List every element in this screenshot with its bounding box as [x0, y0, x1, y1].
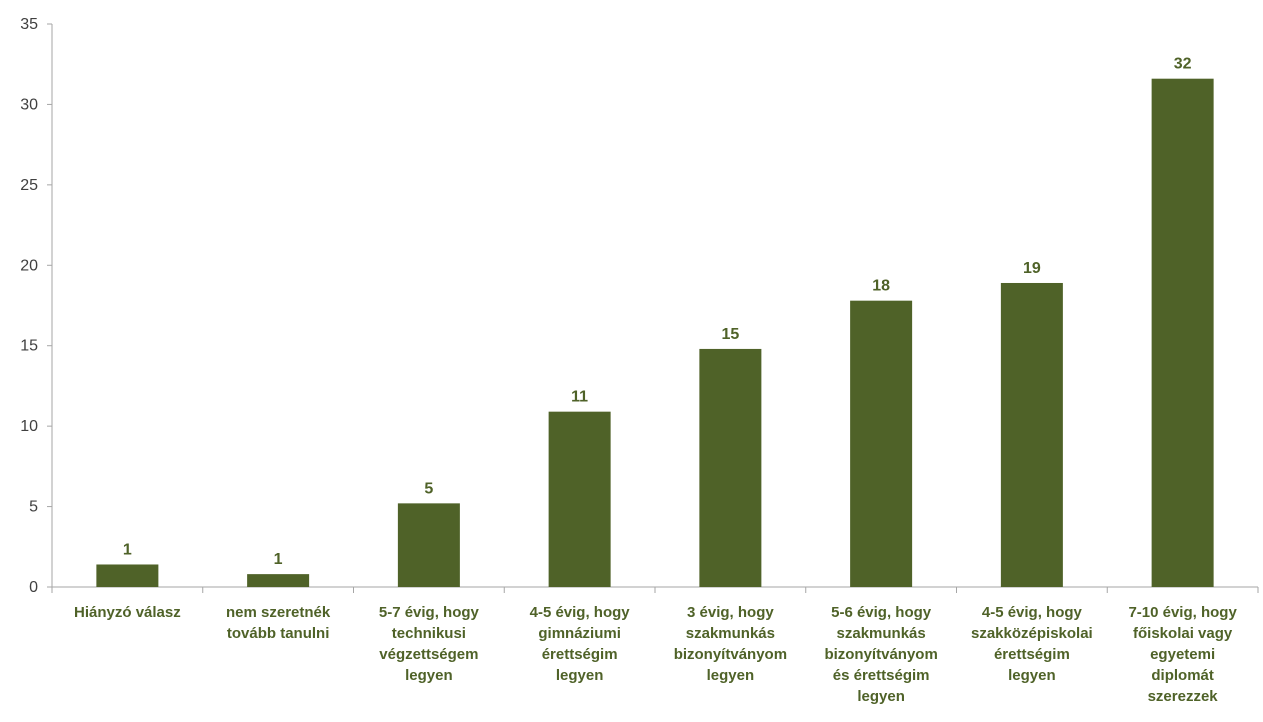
y-tick-label: 20: [20, 257, 38, 274]
category-label: 5-7 évig, hogy technikusi végzettségem legy…: [379, 604, 480, 684]
category-label-line: szakmunkás: [686, 625, 775, 642]
category-label: nem szeretnék tovább tanulni: [226, 604, 331, 642]
category-label: 4-5 évig, hogy gimnáziumi érettségim legyen: [530, 604, 631, 684]
y-tick-label: 35: [20, 16, 38, 33]
bar: [1151, 78, 1214, 587]
category-label-line: szakközépiskolai: [971, 625, 1093, 642]
category-label-line: tovább tanulni: [227, 625, 330, 642]
data-label: 18: [872, 278, 890, 295]
category-label-line: szakmunkás: [837, 625, 926, 642]
category-label: 3 évig, hogy szakmunkás bizonyítványom legy…: [674, 604, 787, 684]
y-tick-label: 25: [20, 177, 38, 194]
data-label: 19: [1023, 260, 1041, 277]
category-label-line: szerezzek: [1148, 688, 1219, 705]
category-label-line: 3 évig, hogy: [687, 604, 774, 621]
bar: [247, 574, 310, 587]
data-label: 32: [1174, 56, 1192, 73]
category-label: 4-5 évig, hogy szakközépiskolai érettségim…: [971, 604, 1093, 684]
category-label-line: főiskolai vagy: [1133, 625, 1233, 642]
data-label: 15: [721, 326, 739, 343]
category-label: Hiányzó válasz: [74, 604, 181, 621]
category-label-line: technikusi: [392, 625, 466, 642]
category-label-line: 5-7 évig, hogy: [379, 604, 480, 621]
category-label-line: legyen: [405, 667, 453, 684]
category-label-line: legyen: [857, 688, 905, 705]
labels: 1 Hiányzó válasz 1 nem szeretnék tovább tanu…: [74, 56, 1237, 705]
category-label-line: gimnáziumi: [538, 625, 621, 642]
y-tick-label: 10: [20, 418, 38, 435]
category-label-line: bizonyítványom: [674, 646, 787, 663]
data-label: 11: [571, 389, 588, 406]
category-label: 5-6 évig, hogy szakmunkás bizonyítványom és…: [824, 604, 937, 705]
bars: [96, 78, 1214, 587]
category-label-line: 4-5 évig, hogy: [982, 604, 1083, 621]
category-label-line: Hiányzó válasz: [74, 604, 181, 621]
data-label: 5: [424, 480, 433, 497]
category-label-line: egyetemi: [1150, 646, 1215, 663]
bar: [1000, 282, 1063, 587]
y-tick-label: 15: [20, 338, 38, 355]
category-label-line: érettségim: [994, 646, 1070, 663]
category-label-line: végzettségem: [379, 646, 478, 663]
category-label-line: legyen: [707, 667, 755, 684]
y-tick-label: 5: [29, 499, 38, 516]
category-label: 7-10 évig, hogy főiskolai vagy egyetemi dip…: [1128, 604, 1237, 705]
category-label-line: 7-10 évig, hogy: [1128, 604, 1237, 621]
category-label-line: bizonyítványom: [824, 646, 937, 663]
category-label-line: legyen: [556, 667, 604, 684]
bar: [699, 348, 762, 587]
data-label: 1: [274, 551, 283, 568]
category-label-line: nem szeretnék: [226, 604, 331, 621]
category-label-line: 5-6 évig, hogy: [831, 604, 932, 621]
category-label-line: érettségim: [542, 646, 618, 663]
data-label: 1: [123, 541, 132, 558]
y-tick-label: 30: [20, 96, 38, 113]
category-label-line: 4-5 évig, hogy: [530, 604, 631, 621]
bar: [548, 411, 611, 587]
bar: [397, 503, 460, 587]
bar: [850, 300, 913, 587]
category-label-line: legyen: [1008, 667, 1056, 684]
category-label-line: és érettségim: [833, 667, 930, 684]
category-label-line: diplomát: [1151, 667, 1214, 684]
y-tick-label: 0: [29, 579, 38, 596]
bar: [96, 564, 159, 587]
